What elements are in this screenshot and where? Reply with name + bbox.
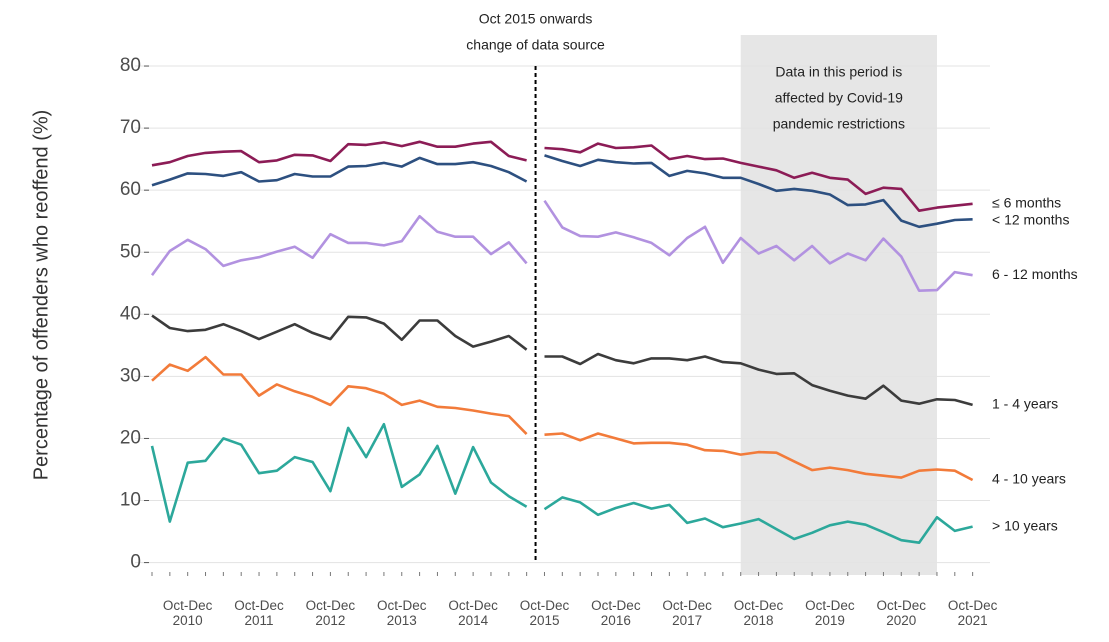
x-tick-label: Oct-Dec 2012 <box>305 598 356 628</box>
x-tick-label: Oct-Dec 2019 <box>805 598 855 628</box>
x-tick-label: Oct-Dec 2010 <box>162 598 213 628</box>
x-tick-label: Oct-Dec 2016 <box>591 598 641 628</box>
shade-annotation: Data in this period is <box>775 64 902 80</box>
y-tick-label: 30 <box>120 365 141 386</box>
series-line <box>151 314 973 407</box>
break-annotation: change of data source <box>466 37 605 53</box>
series-label: 6 - 12 months <box>992 266 1078 282</box>
x-tick-label: Oct-Dec 2011 <box>234 598 284 628</box>
y-tick-label: 50 <box>120 241 141 262</box>
y-tick-label: 10 <box>120 490 141 511</box>
shade-annotation: pandemic restrictions <box>773 116 905 132</box>
x-tick-label: Oct-Dec 2017 <box>662 598 712 628</box>
series-label: < 12 months <box>992 212 1069 228</box>
y-tick-label: 60 <box>120 179 141 200</box>
series-label: > 10 years <box>992 517 1058 533</box>
x-tick-label: Oct-Dec 2015 <box>519 598 570 628</box>
x-tick-label: Oct-Dec 2014 <box>448 598 498 628</box>
series-line <box>151 140 973 212</box>
series-line <box>150 199 973 292</box>
y-axis-title: Percentage of offenders who reoffend (%) <box>30 110 52 481</box>
break-annotation: Oct 2015 onwards <box>479 11 593 27</box>
x-tick-label: Oct-Dec 2021 <box>947 598 998 628</box>
y-tick-label: 20 <box>120 427 141 448</box>
x-tick-label: Oct-Dec 2020 <box>876 598 927 628</box>
y-tick-label: 40 <box>120 303 141 324</box>
y-tick-label: 0 <box>130 552 141 573</box>
y-tick-label: 80 <box>120 55 141 76</box>
series-label: 1 - 4 years <box>992 396 1058 412</box>
series-label: 4 - 10 years <box>992 471 1066 487</box>
shade-annotation: affected by Covid-19 <box>775 90 903 106</box>
series-line <box>151 355 974 482</box>
x-tick-label: Oct-Dec 2013 <box>376 598 427 628</box>
x-tick-label: Oct-Dec 2018 <box>733 598 784 628</box>
shaded-period <box>740 35 937 575</box>
series-line <box>150 422 973 544</box>
series-label: ≤ 6 months <box>992 195 1061 211</box>
y-tick-label: 70 <box>120 117 141 138</box>
series-line <box>151 154 973 229</box>
